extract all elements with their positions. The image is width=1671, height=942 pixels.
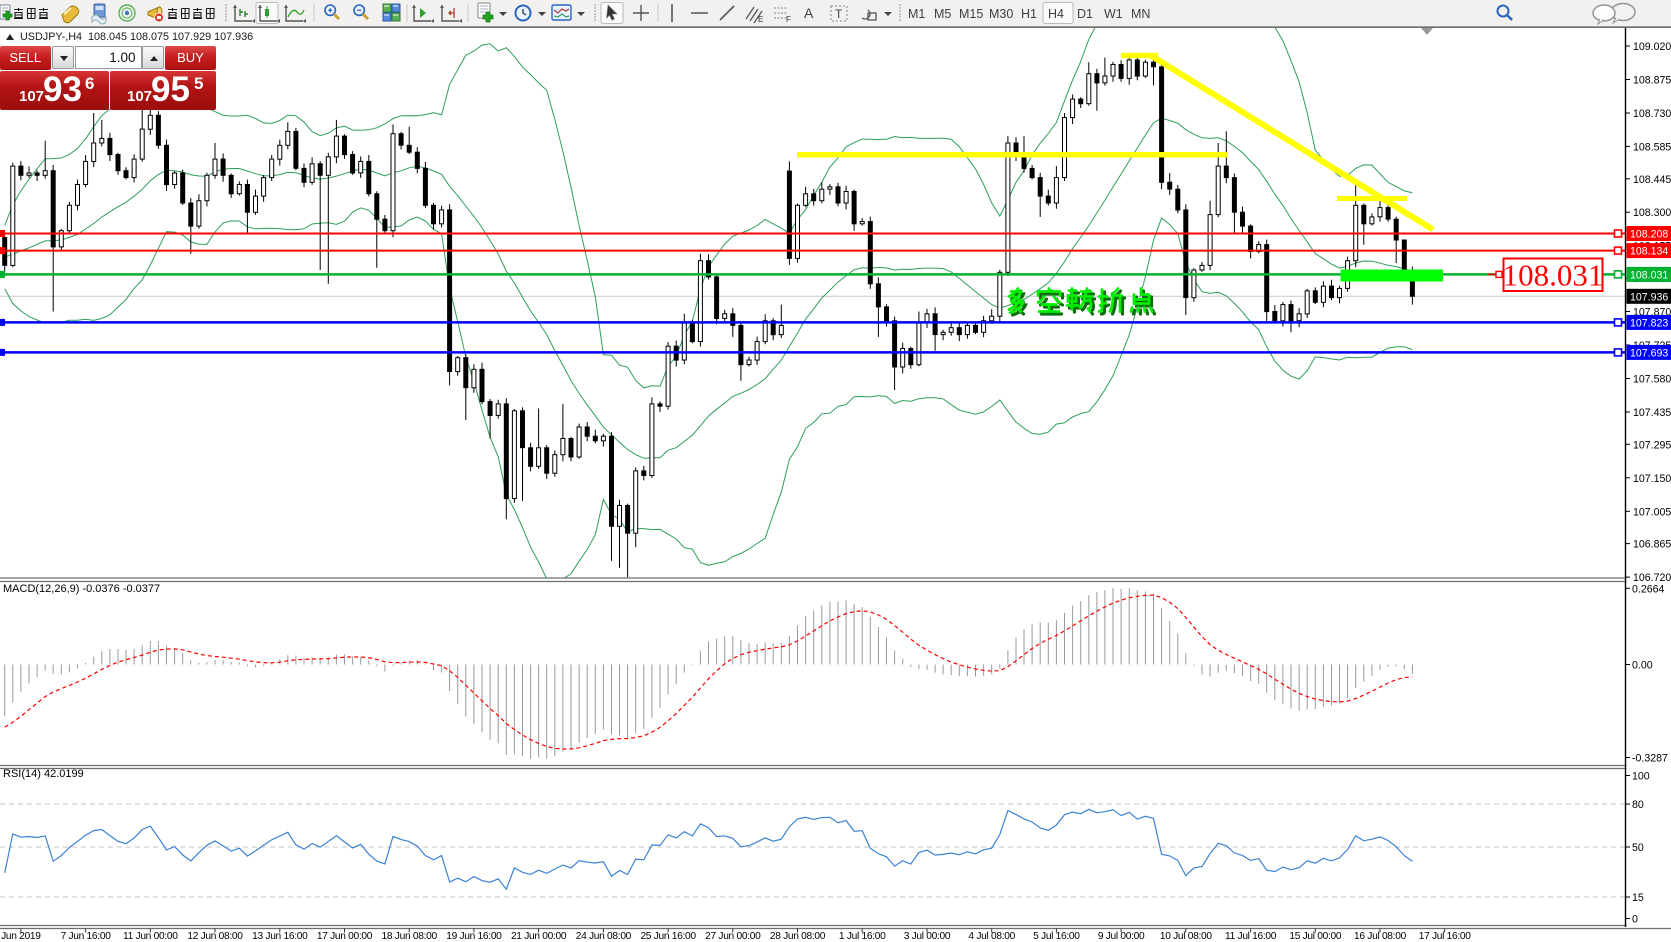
svg-text:17 Jul 16:00: 17 Jul 16:00 (1419, 931, 1472, 942)
svg-text:15 Jul 00:00: 15 Jul 00:00 (1289, 931, 1342, 942)
svg-text:18 Jun 08:00: 18 Jun 08:00 (382, 931, 438, 942)
svg-text:17 Jun 00:00: 17 Jun 00:00 (317, 931, 373, 942)
svg-text:A: A (804, 5, 814, 21)
svg-text:T: T (835, 7, 843, 21)
svg-text:108.730: 108.730 (1633, 108, 1671, 120)
svg-text:0: 0 (1632, 914, 1638, 926)
svg-text:H4: H4 (1048, 7, 1064, 21)
svg-text:H1: H1 (1021, 7, 1037, 21)
svg-text:100: 100 (1632, 771, 1650, 783)
svg-text:12 Jun 08:00: 12 Jun 08:00 (187, 931, 243, 942)
svg-text:21 Jun 00:00: 21 Jun 00:00 (511, 931, 567, 942)
svg-text:3 Jul 00:00: 3 Jul 00:00 (904, 931, 951, 942)
svg-text:107.005: 107.005 (1633, 506, 1671, 518)
svg-text:13 Jun 16:00: 13 Jun 16:00 (252, 931, 308, 942)
svg-text:Jun 2019: Jun 2019 (1, 931, 41, 942)
svg-text:F: F (786, 15, 791, 24)
svg-text:M15: M15 (959, 7, 983, 21)
svg-text:108.031: 108.031 (1630, 269, 1668, 281)
svg-text:1 Jul 16:00: 1 Jul 16:00 (839, 931, 886, 942)
svg-text:108.445: 108.445 (1633, 174, 1671, 186)
svg-text:107.693: 107.693 (1630, 347, 1668, 359)
svg-text:MN: MN (1131, 7, 1150, 21)
svg-text:-0.3287: -0.3287 (1632, 753, 1668, 765)
svg-text:7 Jun 16:00: 7 Jun 16:00 (61, 931, 112, 942)
svg-text:W1: W1 (1104, 7, 1123, 21)
svg-text:108.031: 108.031 (1503, 258, 1604, 293)
svg-text:107.936: 107.936 (1630, 291, 1668, 303)
svg-text:108.300: 108.300 (1633, 207, 1671, 219)
svg-text:16 Jul 08:00: 16 Jul 08:00 (1354, 931, 1407, 942)
svg-text:11 Jul 16:00: 11 Jul 16:00 (1225, 931, 1277, 942)
svg-text:D1: D1 (1077, 7, 1093, 21)
svg-text:109.020: 109.020 (1633, 41, 1671, 53)
svg-text:107.580: 107.580 (1633, 374, 1671, 386)
svg-text:108.134: 108.134 (1630, 246, 1668, 258)
svg-text:E: E (758, 15, 763, 24)
svg-text:27 Jun 00:00: 27 Jun 00:00 (705, 931, 761, 942)
svg-text:M1: M1 (908, 7, 925, 21)
svg-text:RSI(14) 42.0199: RSI(14) 42.0199 (3, 768, 84, 780)
svg-text:0.2664: 0.2664 (1632, 583, 1665, 595)
svg-text:11 Jun 00:00: 11 Jun 00:00 (123, 931, 178, 942)
svg-text:50: 50 (1632, 842, 1644, 854)
svg-text:25 Jun 16:00: 25 Jun 16:00 (640, 931, 696, 942)
svg-text:0.00: 0.00 (1632, 660, 1653, 672)
svg-text:108.585: 108.585 (1633, 141, 1671, 153)
svg-text:M5: M5 (934, 7, 951, 21)
svg-text:4 Jul 08:00: 4 Jul 08:00 (968, 931, 1015, 942)
svg-text:28 Jun 08:00: 28 Jun 08:00 (770, 931, 826, 942)
svg-text:M30: M30 (989, 7, 1013, 21)
svg-text:107.435: 107.435 (1633, 407, 1671, 419)
svg-text:108.875: 108.875 (1633, 75, 1671, 87)
svg-text:5 Jul 16:00: 5 Jul 16:00 (1033, 931, 1080, 942)
svg-text:19 Jun 16:00: 19 Jun 16:00 (446, 931, 502, 942)
svg-text:107.823: 107.823 (1630, 317, 1668, 329)
svg-text:10 Jul 08:00: 10 Jul 08:00 (1160, 931, 1213, 942)
svg-text:107.295: 107.295 (1633, 439, 1671, 451)
svg-text:107.150: 107.150 (1633, 473, 1671, 485)
svg-text:80: 80 (1632, 799, 1644, 811)
svg-text:106.865: 106.865 (1633, 539, 1671, 551)
svg-text:106.720: 106.720 (1633, 572, 1671, 584)
svg-text:24 Jun 08:00: 24 Jun 08:00 (576, 931, 632, 942)
svg-text:9 Jul 00:00: 9 Jul 00:00 (1098, 931, 1145, 942)
svg-text:MACD(12,26,9) -0.0376 -0.0377: MACD(12,26,9) -0.0376 -0.0377 (3, 583, 160, 595)
svg-text:15: 15 (1632, 892, 1644, 904)
svg-text:108.208: 108.208 (1630, 229, 1668, 241)
